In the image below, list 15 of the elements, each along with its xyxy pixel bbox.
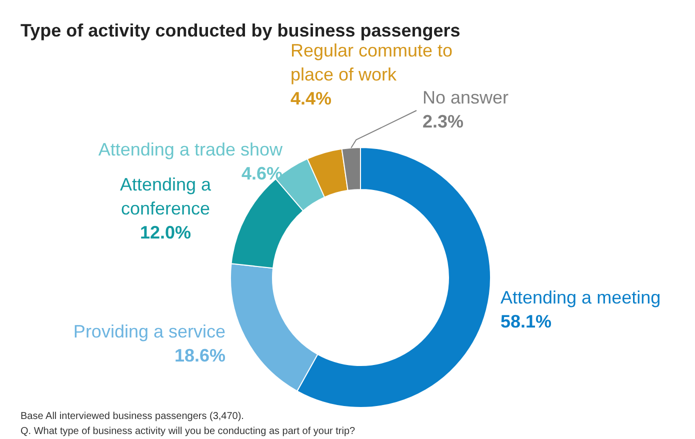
slice-label: Providing a service xyxy=(73,322,226,342)
data-label: 2.3% xyxy=(422,112,464,132)
data-label: 58.1% xyxy=(500,312,552,332)
slice-label: Attending a conference xyxy=(120,174,212,218)
slice-label: No answer xyxy=(422,88,509,108)
data-label: 4.6% xyxy=(241,164,283,184)
text: Q. What type of business activity will you be conducting as part of your trip? xyxy=(20,426,356,437)
data-label: 12.0% xyxy=(140,222,192,242)
slice-label: Attending a meeting xyxy=(500,288,661,308)
text: Base All interviewed business passengers (3,470). xyxy=(20,411,244,422)
chart-title: Type of activity conducted by business passengers xyxy=(20,20,460,40)
slice-label: Attending a trade show xyxy=(98,140,284,160)
data-label: 18.6% xyxy=(174,346,226,366)
data-label: 4.4% xyxy=(290,88,332,108)
slice-label: Regular commute to place of work xyxy=(290,40,453,84)
